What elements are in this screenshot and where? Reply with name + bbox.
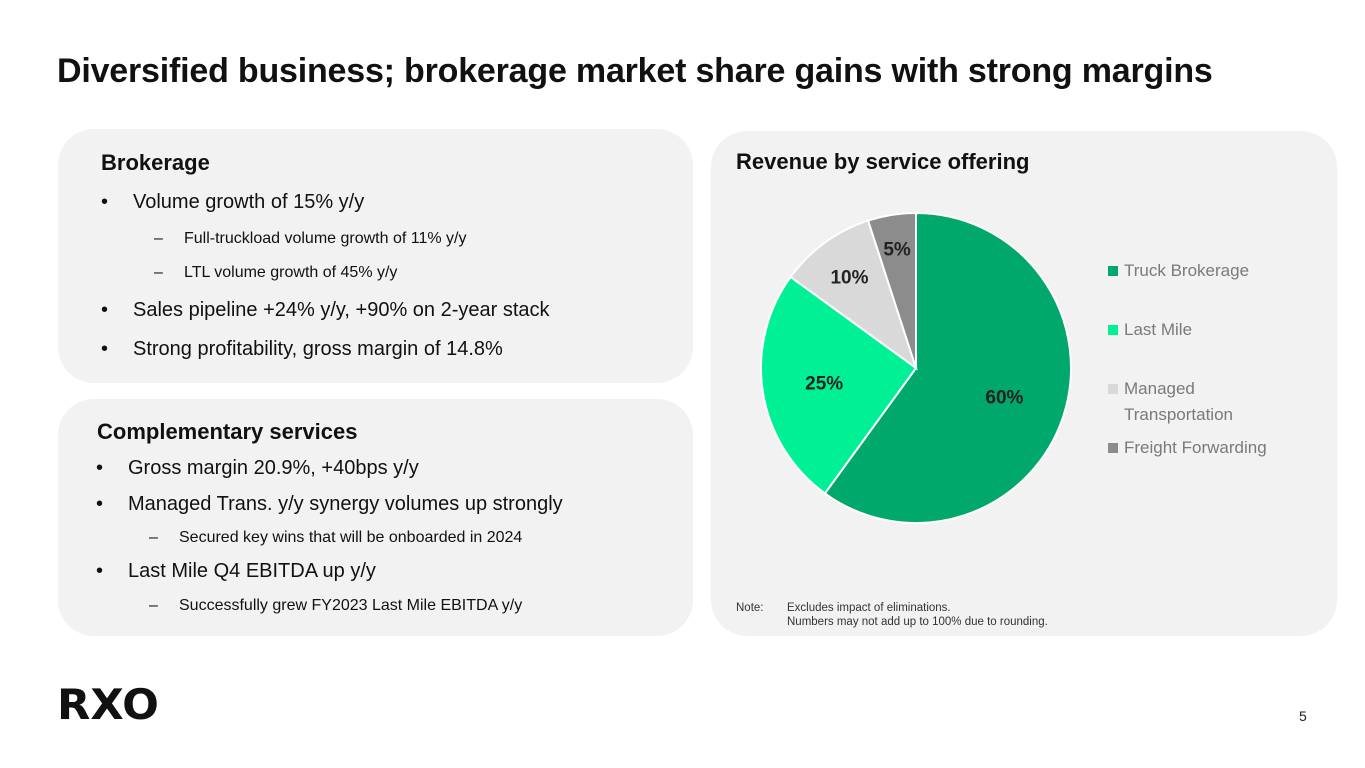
note-line-2: Numbers may not add up to 100% due to ro…: [787, 616, 1048, 628]
dash-marker: –: [154, 230, 163, 247]
bullet-text: Last Mile Q4 EBITDA up y/y: [128, 560, 376, 582]
bullet-text: Sales pipeline +24% y/y, +90% on 2-year …: [133, 299, 550, 321]
legend-label: Truck Brokerage: [1124, 261, 1250, 280]
chart-title: Revenue by service offering: [736, 149, 1030, 174]
dash-marker: –: [154, 264, 163, 281]
legend-swatch: [1108, 384, 1118, 394]
pie-slice-last-mile: [760, 275, 918, 495]
dash-marker: –: [149, 597, 158, 614]
bullet-marker: •: [96, 493, 104, 515]
pie-slice-truck-brokerage: [823, 211, 1072, 524]
legend-label: Managed Transportation: [1124, 379, 1233, 424]
bullet-text: Full-truckload volume growth of 11% y/y: [184, 230, 467, 247]
page-title: Diversified business; brokerage market s…: [57, 52, 1213, 90]
legend-swatch: [1108, 443, 1118, 453]
legend-swatch: [1108, 325, 1118, 335]
rxo-logo: RXO: [57, 684, 159, 722]
legend-label: Last Mile: [1124, 320, 1193, 339]
pie-slice-freight-forwarding: [866, 211, 917, 369]
revenue-chart-panel: Revenue by service offering 60% 25% 10% 5% …: [711, 131, 1337, 636]
rxo-logo-wordmark: RXO: [57, 684, 159, 722]
pie-slice-managed-transportation: [789, 219, 918, 371]
bullet-text: LTL volume growth of 45% y/y: [184, 264, 398, 281]
bullet-marker: •: [96, 457, 104, 479]
bullet-marker: •: [96, 560, 104, 582]
complementary-services-heading: Complementary services: [97, 419, 358, 444]
pie-data-label: 60%: [985, 388, 1023, 409]
pie-data-label: 25%: [805, 374, 843, 395]
bullet-marker: •: [101, 191, 109, 213]
note-line-1: Excludes impact of eliminations.: [787, 602, 951, 614]
bullet-text: Managed Trans. y/y synergy volumes up st…: [128, 493, 563, 515]
bullet-marker: •: [101, 299, 109, 321]
pie-data-label: 10%: [830, 267, 868, 288]
bullet-text: Strong profitability, gross margin of 14…: [133, 338, 503, 360]
bullet-marker: •: [101, 338, 109, 360]
note-label: Note:: [736, 602, 764, 614]
bullet-text: Volume growth of 15% y/y: [133, 191, 365, 213]
bullet-text: Gross margin 20.9%, +40bps y/y: [128, 457, 419, 479]
legend-swatch: [1108, 266, 1118, 276]
page-number: 5: [1299, 708, 1307, 724]
bullet-text: Successfully grew FY2023 Last Mile EBITD…: [179, 597, 523, 614]
legend-label: Freight Forwarding: [1124, 438, 1267, 457]
pie-data-label: 5%: [883, 240, 911, 261]
dash-marker: –: [149, 529, 158, 546]
complementary-services-panel: Complementary services • Gross margin 20.…: [58, 399, 693, 636]
brokerage-panel: Brokerage • Volume growth of 15% y/y – Full…: [58, 129, 693, 383]
bullet-text: Secured key wins that will be onboarded …: [179, 529, 523, 546]
revenue-pie-chart: 60% 25% 10% 5%: [760, 211, 1072, 524]
brokerage-heading: Brokerage: [101, 150, 210, 175]
